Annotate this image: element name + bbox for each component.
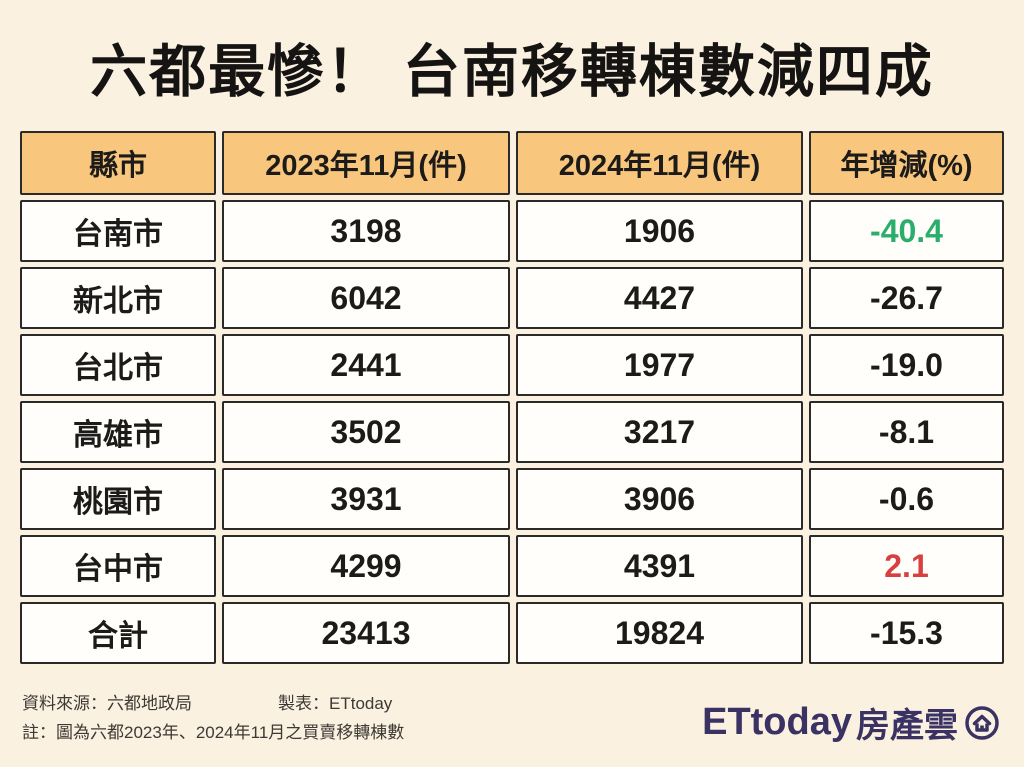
city-cell: 台中市 xyxy=(20,535,216,597)
ettoday-logo: ETtoday 房產雲 xyxy=(702,698,1000,747)
change-cell: -15.3 xyxy=(809,602,1004,664)
footer-notes: 資料來源：六都地政局 製表：ETtoday 註：圖為六都2023年、2024年11… xyxy=(22,689,404,747)
logo-brand-text: ETtoday xyxy=(702,701,852,743)
change-cell: -0.6 xyxy=(809,468,1004,530)
value-2023-cell: 3502 xyxy=(222,401,510,463)
header-cell-3: 年增減(%) xyxy=(809,131,1004,195)
footer-line-1: 資料來源：六都地政局 製表：ETtoday xyxy=(22,689,404,718)
value-2024-cell: 3906 xyxy=(516,468,803,530)
city-cell: 新北市 xyxy=(20,267,216,329)
value-2024-cell: 1906 xyxy=(516,200,803,262)
change-cell: -19.0 xyxy=(809,334,1004,396)
city-cell: 台南市 xyxy=(20,200,216,262)
value-2024-cell: 3217 xyxy=(516,401,803,463)
value-2024-cell: 19824 xyxy=(516,602,803,664)
city-cell: 桃園市 xyxy=(20,468,216,530)
value-2023-cell: 4299 xyxy=(222,535,510,597)
value-2024-cell: 4427 xyxy=(516,267,803,329)
change-cell: 2.1 xyxy=(809,535,1004,597)
value-2023-cell: 6042 xyxy=(222,267,510,329)
city-cell: 合計 xyxy=(20,602,216,664)
value-2023-cell: 3931 xyxy=(222,468,510,530)
value-2023-cell: 23413 xyxy=(222,602,510,664)
footnote: 註：圖為六都2023年、2024年11月之買賣移轉棟數 xyxy=(22,723,405,742)
change-cell: -26.7 xyxy=(809,267,1004,329)
city-cell: 台北市 xyxy=(20,334,216,396)
header-cell-0: 縣市 xyxy=(20,131,216,195)
page-title: 六都最慘！ 台南移轉棟數減四成 xyxy=(90,40,934,104)
value-2024-cell: 4391 xyxy=(516,535,803,597)
house-in-circle-icon xyxy=(964,705,1000,741)
header-cell-1: 2023年11月(件) xyxy=(222,131,510,195)
value-2023-cell: 3198 xyxy=(222,200,510,262)
logo-suffix-text: 房產雲 xyxy=(856,707,958,745)
transfer-table: 縣市 2023年11月(件) 2024年11月(件) 年增減(%) 台南市 3198 190… xyxy=(20,131,1004,664)
change-cell: -8.1 xyxy=(809,401,1004,463)
value-2023-cell: 2441 xyxy=(222,334,510,396)
value-2024-cell: 1977 xyxy=(516,334,803,396)
credit-note: 製表：ETtoday xyxy=(278,694,393,713)
change-cell: -40.4 xyxy=(809,200,1004,262)
city-cell: 高雄市 xyxy=(20,401,216,463)
header-cell-2: 2024年11月(件) xyxy=(516,131,803,195)
source-note: 資料來源：六都地政局 xyxy=(22,694,192,713)
